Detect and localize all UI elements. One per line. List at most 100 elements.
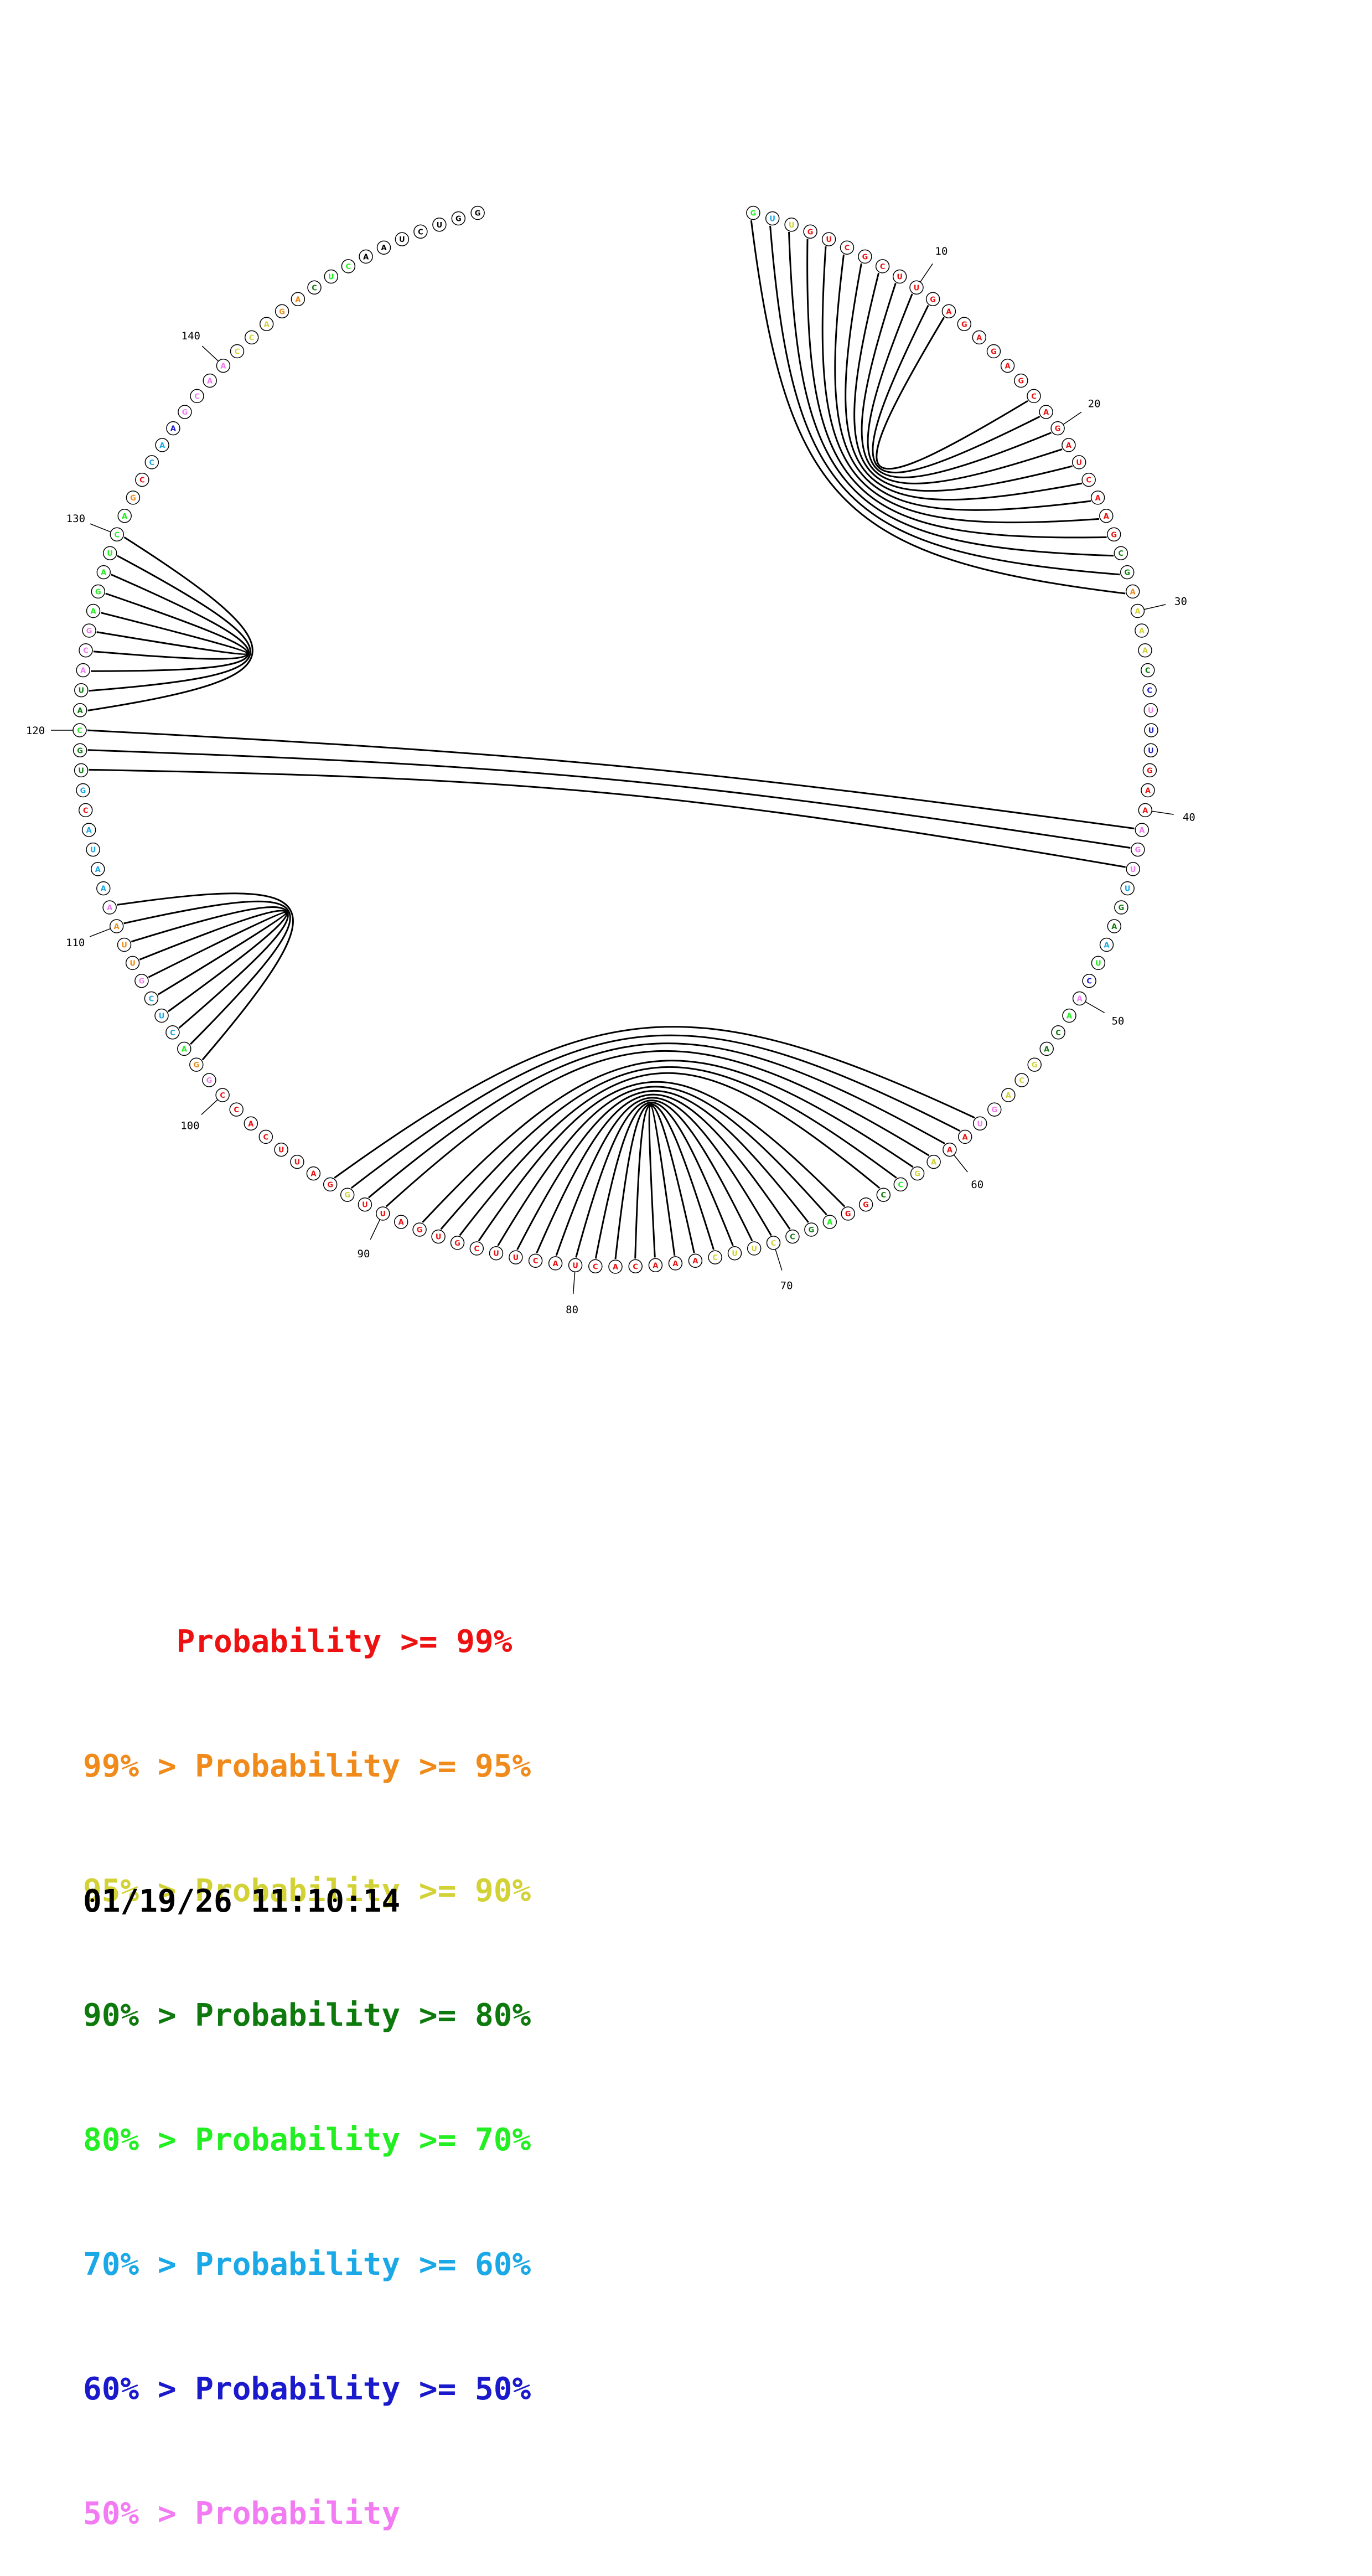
tick-20 [1063,411,1082,425]
nucleotide-circle [291,292,306,307]
nucleotide-circle [431,1229,446,1244]
nucleotide-letter: G [206,1077,213,1085]
nucleotide-letter: G [1147,767,1153,775]
nucleotide-circle [202,1073,216,1087]
nucleotide-circle [668,1256,683,1271]
nucleotide-circle [1142,683,1157,698]
nucleotide-91: U [358,1197,372,1212]
nucleotide-circle [340,1188,355,1202]
nucleotide-58: U [972,1116,987,1131]
nucleotide-letter: G [807,228,814,236]
base-pair-12-18 [876,317,1028,470]
nucleotide-93: G [323,1177,338,1192]
nucleotide-letter: A [398,1219,404,1227]
nucleotide-72: U [727,1246,742,1261]
nucleotide-29: A [1125,584,1140,599]
nucleotide-circle [785,1229,800,1244]
nucleotide-letter: C [170,1029,175,1037]
nucleotide-92: G [340,1188,355,1202]
nucleotide-circle [1141,783,1155,798]
nucleotide-letter: A [220,363,226,371]
nucleotide-circle [117,509,132,523]
nucleotide-letter: C [898,1181,904,1189]
nucleotide-letter: C [139,477,145,485]
nucleotide-circle [307,280,322,295]
base-pair-73-78 [614,1103,715,1259]
nucleotide-circle [972,1116,987,1131]
nucleotide-circle [358,1197,372,1212]
position-label-120: 120 [26,725,45,737]
nucleotide-82: C [528,1253,543,1268]
nucleotide-circle [74,683,89,698]
nucleotide-letter: A [1142,807,1148,815]
nucleotide-circle [1138,643,1152,658]
nucleotide-85: C [469,1241,484,1256]
nucleotide-circle [203,373,217,388]
nucleotide-letter: C [845,244,850,252]
nucleotide-letter: C [77,727,82,735]
nucleotide-126: A [86,603,101,618]
nucleotide-31: A [1135,623,1149,638]
nucleotide-letter: C [771,1240,776,1248]
nucleotide-circle [134,973,149,988]
nucleotide-circle [803,224,817,239]
nucleotide-73: C [708,1250,722,1264]
nucleotide-circle [648,1258,663,1273]
nucleotide-149: A [359,249,373,264]
nucleotide-letter: A [381,244,386,252]
nucleotide-letter: U [1130,866,1136,874]
base-pair-59-92 [350,1034,961,1189]
nucleotide-letter: G [77,747,83,755]
nucleotide-circle [841,1206,855,1221]
nucleotide-circle [91,862,105,876]
position-label-60: 60 [971,1179,983,1191]
nucleotide-131: A [117,509,132,523]
nucleotide-letter: A [1139,827,1145,835]
nucleotide-129: U [102,546,117,560]
nucleotide-letter: C [249,334,255,342]
nucleotide-letter: G [750,210,757,218]
legend-row-plow: 50% > Probability [83,2496,401,2532]
nucleotide-circle [1072,991,1087,1006]
nucleotide-8: C [875,259,890,273]
legend-row-p95: 99% > Probability >= 95% [83,1748,531,1784]
nucleotide-circle [784,218,799,232]
nucleotide-letter: G [454,1240,460,1248]
nucleotide-circle [144,455,159,469]
nucleotide-letter: G [914,1170,920,1179]
nucleotide-letter: A [264,321,270,329]
nucleotide-140: A [216,358,231,373]
position-label-100: 100 [180,1119,199,1132]
nucleotide-132: G [126,491,141,505]
nucleotide-letter: A [248,1120,253,1128]
nucleotide-circle [166,421,180,436]
nucleotide-circle [727,1246,742,1261]
tick-50 [1085,1001,1105,1014]
tick-10 [920,263,933,282]
nucleotide-circle [306,1166,321,1181]
nucleotide-circle [1071,455,1086,469]
nucleotide-44: U [1120,881,1135,896]
nucleotide-76: A [648,1258,663,1273]
nucleotide-letter: A [1044,1045,1049,1054]
nucleotide-circle [804,1222,819,1237]
position-label-20: 20 [1088,398,1101,410]
nucleotide-letter: G [193,1061,199,1070]
base-pair-60-91 [368,1042,945,1199]
position-label-110: 110 [66,937,85,949]
probability-legend: Probability >= 99% 99% > Probability >= … [83,1538,531,2576]
nucleotide-10: U [909,280,924,295]
nucleotide-circle [1120,881,1135,896]
nucleotide-letter: A [310,1170,316,1179]
nucleotide-circle [972,330,987,345]
nucleotide-letter: G [1018,378,1024,386]
nucleotide-96: U [274,1142,288,1157]
nucleotide-circle [1106,527,1121,542]
nucleotide-circle [229,1102,244,1117]
nucleotide-letter: A [1111,923,1117,931]
nucleotide-circle [925,292,940,307]
nucleotide-letter: G [327,1181,333,1189]
nucleotide-46: A [1107,919,1122,933]
base-pair-43-118 [89,768,1126,868]
nucleotide-circle [1090,491,1105,505]
